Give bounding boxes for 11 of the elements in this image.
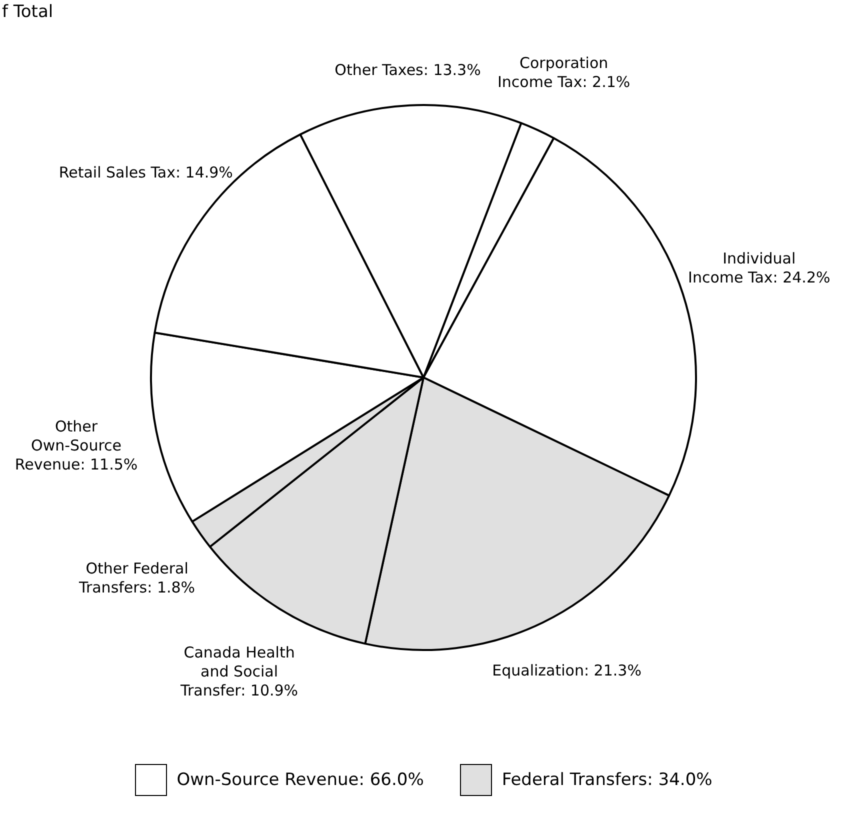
slice-label: Individual Income Tax: 24.2% bbox=[688, 250, 830, 287]
slice-label: Canada Health and Social Transfer: 10.9% bbox=[180, 643, 298, 700]
chart-title: f Total bbox=[2, 2, 54, 22]
slice-label: Corporation Income Tax: 2.1% bbox=[498, 54, 630, 91]
text: Own-Source Revenue: 66.0% bbox=[176, 770, 424, 790]
slice-label: Other Federal Transfers: 1.8% bbox=[78, 560, 196, 597]
text: Federal Transfers: 34.0% bbox=[502, 770, 712, 790]
slice-label: Equalization: 21.3% bbox=[492, 661, 642, 680]
slice-label: Other Own-Source Revenue: 11.5% bbox=[14, 417, 138, 474]
slice-label: Other Taxes: 13.3% bbox=[334, 60, 481, 79]
slice-label: Retail Sales Tax: 14.9% bbox=[58, 163, 233, 182]
